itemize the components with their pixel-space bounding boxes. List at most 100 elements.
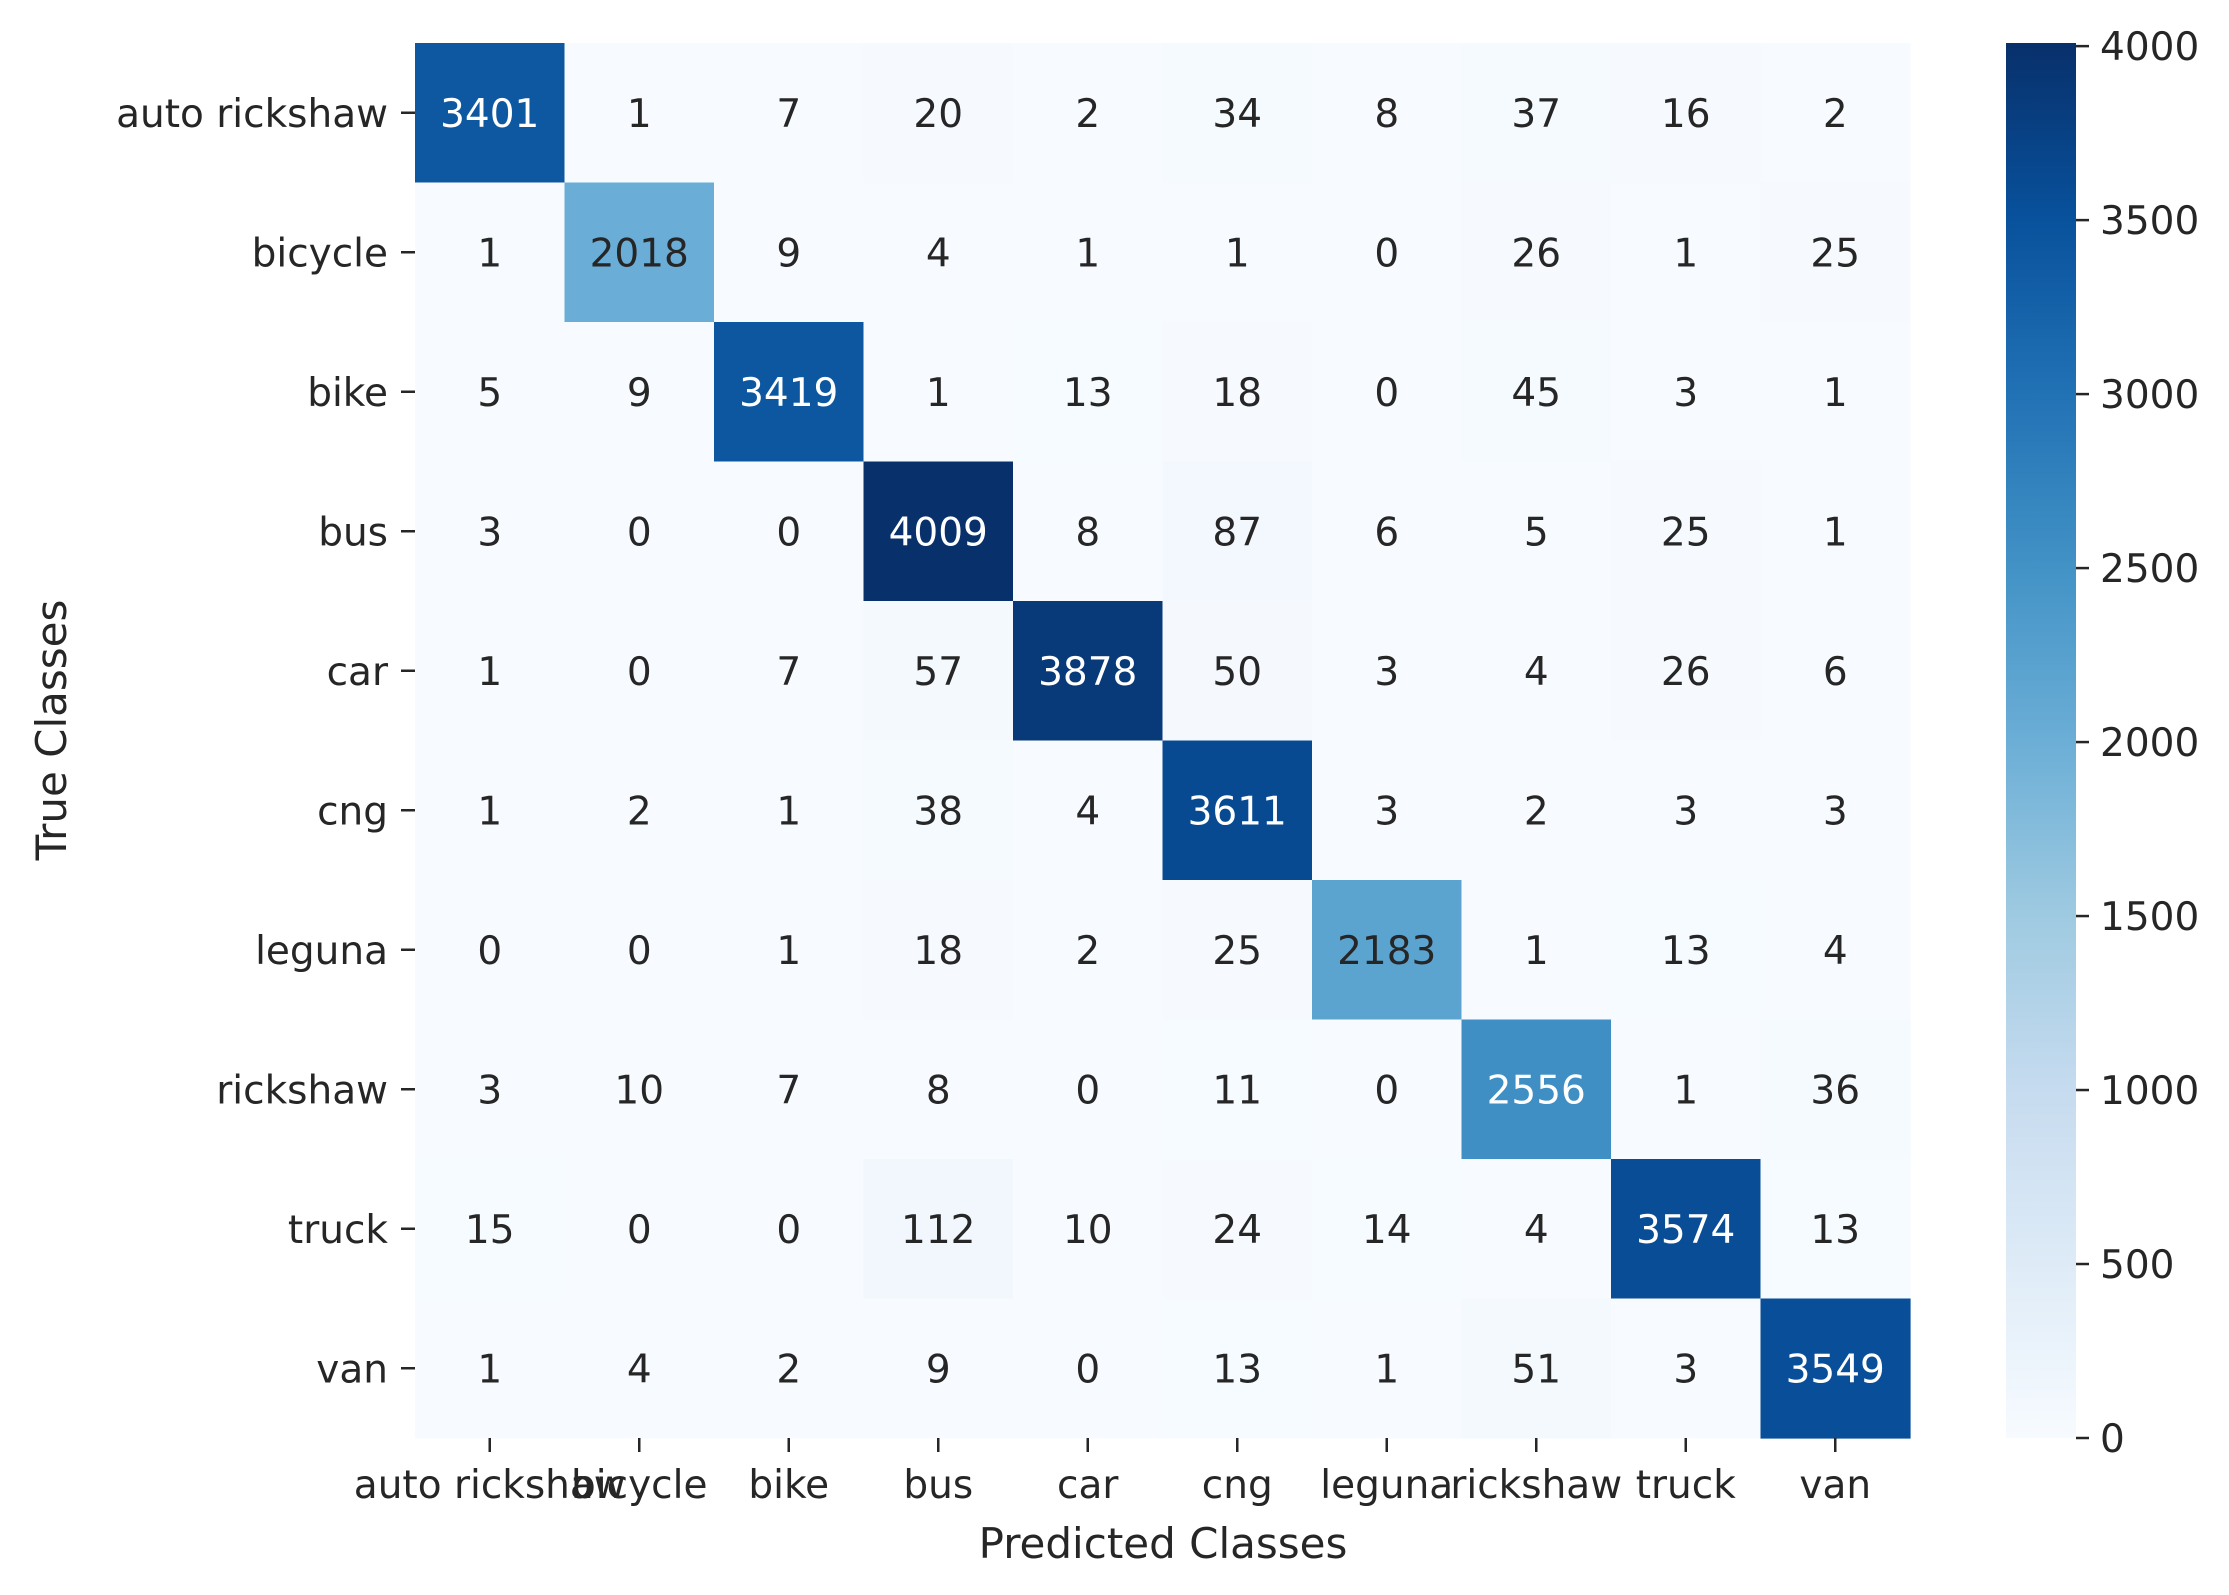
heatmap-cell <box>1461 1298 1612 1439</box>
heatmap-cell <box>863 461 1014 602</box>
heatmap-cell <box>564 461 715 602</box>
heatmap-cell <box>1013 880 1164 1021</box>
heatmap-cell <box>415 1159 566 1300</box>
colorbar-tick-label: 0 <box>2100 1417 2125 1462</box>
cell-value-label: 8 <box>1075 510 1100 555</box>
cell-value-label: 9 <box>627 371 652 416</box>
heatmap-cell <box>1611 43 1762 184</box>
heatmap-cell <box>714 1298 865 1439</box>
y-tick-label: bicycle <box>252 231 388 276</box>
cell-value-label: 3 <box>477 1068 502 1113</box>
heatmap-cell <box>714 1159 865 1300</box>
cell-value-label: 0 <box>1075 1068 1100 1113</box>
heatmap-cell <box>714 880 865 1021</box>
cell-value-label: 0 <box>1075 1347 1100 1392</box>
cell-value-label: 50 <box>1212 650 1262 695</box>
heatmap-cell <box>415 601 566 742</box>
y-tick-label: van <box>316 1347 388 1392</box>
cell-value-label: 0 <box>776 1208 801 1253</box>
x-tick-label: truck <box>1636 1463 1736 1508</box>
cell-value-label: 26 <box>1661 650 1711 695</box>
x-tick-label: van <box>1799 1463 1871 1508</box>
heatmap-cell <box>1611 601 1762 742</box>
y-tick-label: bus <box>318 510 388 555</box>
cell-value-label: 7 <box>776 650 801 695</box>
cell-value-label: 24 <box>1212 1208 1262 1253</box>
cell-value-label: 0 <box>627 650 652 695</box>
heatmap-cell <box>1760 601 1911 742</box>
colorbar-tick-label: 2500 <box>2100 547 2199 592</box>
cell-value-label: 2556 <box>1487 1068 1586 1113</box>
cell-value-label: 2018 <box>590 231 689 276</box>
heatmap-cell <box>1162 322 1313 463</box>
heatmap-cell <box>1611 740 1762 881</box>
cell-value-label: 3 <box>477 510 502 555</box>
heatmap-cell <box>564 601 715 742</box>
y-tick-label: leguna <box>255 929 388 974</box>
heatmap-cell <box>1312 601 1463 742</box>
cell-value-label: 2 <box>627 789 652 834</box>
heatmap-cell <box>564 1159 715 1300</box>
x-tick-label: car <box>1057 1463 1119 1508</box>
cell-value-label: 57 <box>913 650 963 695</box>
cell-value-label: 7 <box>776 1068 801 1113</box>
cell-value-label: 4 <box>926 231 951 276</box>
heatmap-cell <box>564 740 715 881</box>
heatmap-cell <box>1461 1019 1612 1160</box>
cell-value-label: 2183 <box>1337 929 1436 974</box>
cell-value-label: 0 <box>776 510 801 555</box>
heatmap-cell <box>1760 1019 1911 1160</box>
y-tick-label: car <box>327 650 389 695</box>
heatmap-cell <box>1013 1019 1164 1160</box>
heatmap-cell <box>564 322 715 463</box>
cell-value-label: 5 <box>477 371 502 416</box>
cell-value-label: 1 <box>1823 371 1848 416</box>
heatmap-cell <box>863 601 1014 742</box>
heatmap-cell <box>1760 1159 1911 1300</box>
heatmap-cell <box>714 182 865 323</box>
heatmap-cell <box>1013 1159 1164 1300</box>
cell-value-label: 87 <box>1212 510 1262 555</box>
cell-value-label: 13 <box>1212 1347 1262 1392</box>
cell-value-label: 1 <box>1823 510 1848 555</box>
heatmap-cell-labels: 3401 1 7 20 2 34 8 37 16 21 2018 9 4 1 1 0 26 1 255 9 3419 1 1… <box>440 92 1885 1393</box>
cell-value-label: 20 <box>913 92 963 137</box>
cell-value-label: 1 <box>1673 1068 1698 1113</box>
colorbar-gradient <box>2006 43 2076 1438</box>
cell-value-label: 0 <box>1374 1068 1399 1113</box>
cell-value-label: 2 <box>1524 789 1549 834</box>
heatmap-cell <box>1162 1159 1313 1300</box>
x-axis-label: Predicted Classes <box>979 1519 1348 1568</box>
x-tick-label: leguna <box>1320 1463 1453 1508</box>
heatmap-cell <box>1611 880 1762 1021</box>
heatmap-cell <box>1611 322 1762 463</box>
heatmap-cell <box>1162 43 1313 184</box>
heatmap-cell <box>564 43 715 184</box>
heatmap-cell <box>1162 740 1313 881</box>
cell-value-label: 0 <box>1374 371 1399 416</box>
cell-value-label: 0 <box>1374 231 1399 276</box>
x-tick-label: cng <box>1202 1463 1273 1508</box>
heatmap-cell <box>1013 43 1164 184</box>
cell-value-label: 4 <box>1075 789 1100 834</box>
cell-value-label: 5 <box>1524 510 1549 555</box>
cell-value-label: 0 <box>627 1208 652 1253</box>
y-tick-label: bike <box>307 371 388 416</box>
cell-value-label: 3549 <box>1786 1347 1885 1392</box>
heatmap-cell <box>415 880 566 1021</box>
cell-value-label: 1 <box>627 92 652 137</box>
cell-value-label: 2 <box>1823 92 1848 137</box>
cell-value-label: 6 <box>1823 650 1848 695</box>
heatmap-cell <box>1162 880 1313 1021</box>
cell-value-label: 2 <box>776 1347 801 1392</box>
heatmap-cell <box>1312 182 1463 323</box>
cell-value-label: 51 <box>1511 1347 1561 1392</box>
heatmap-cell <box>1611 461 1762 602</box>
heatmap-cell <box>714 1019 865 1160</box>
y-tick-label: auto rickshaw <box>116 92 388 137</box>
heatmap-cell <box>564 1298 715 1439</box>
heatmap-cell <box>1760 1298 1911 1439</box>
heatmap-cell <box>863 1298 1014 1439</box>
heatmap-cell <box>714 601 865 742</box>
